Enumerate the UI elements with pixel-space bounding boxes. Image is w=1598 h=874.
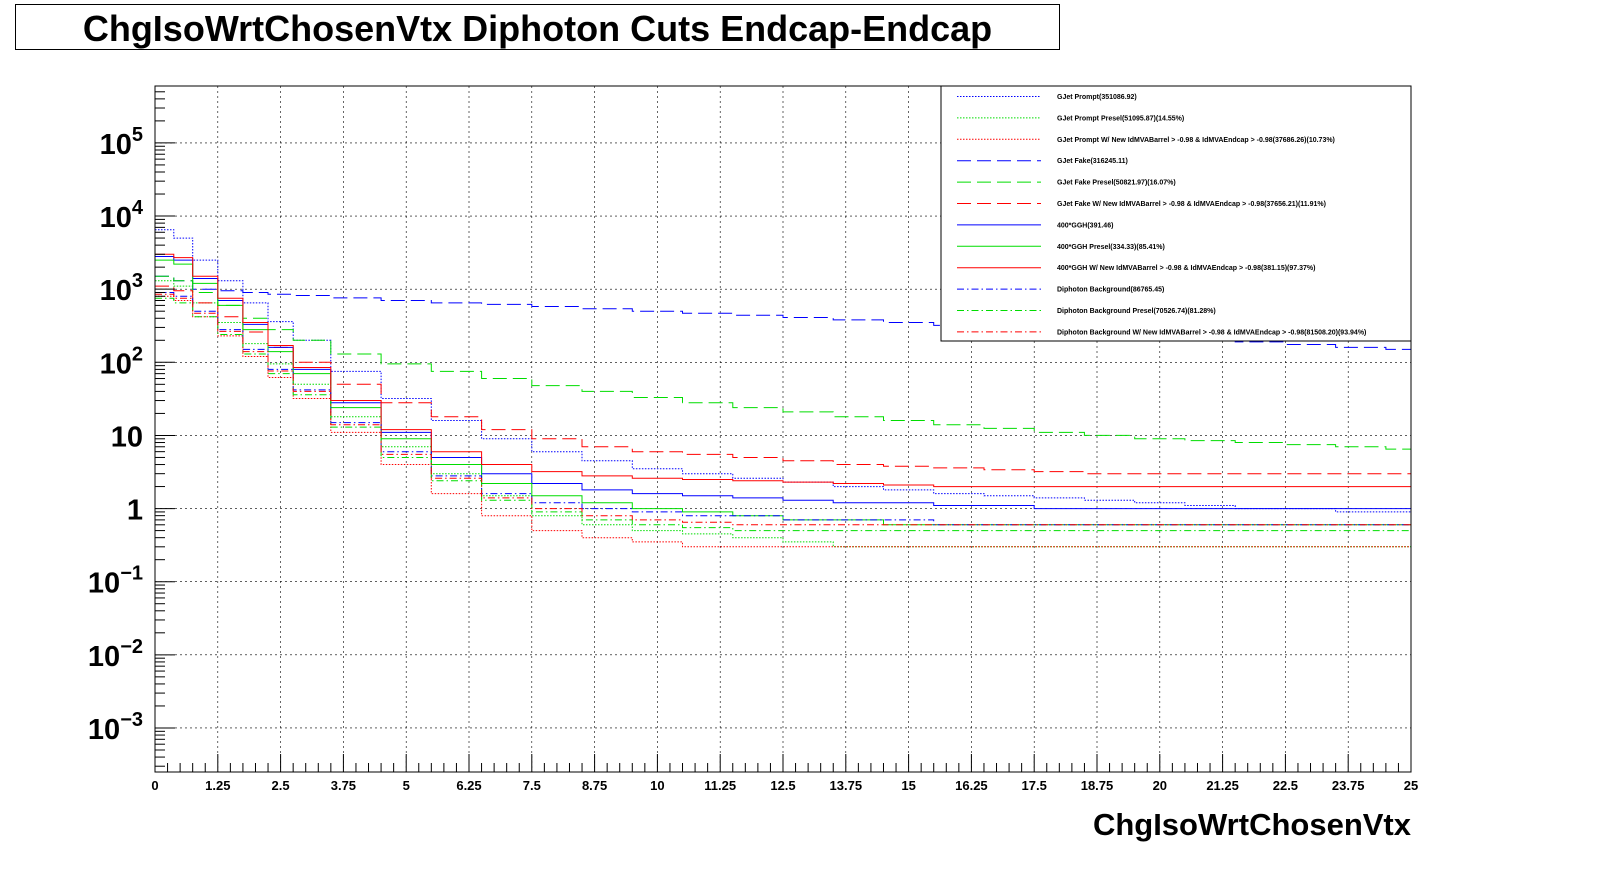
- legend-entry-label: Diphoton Background Presel(70526.74)(81.…: [1057, 308, 1216, 315]
- y-tick-label: 103: [100, 270, 143, 307]
- series-line: [155, 229, 1411, 513]
- x-tick-label: 13.75: [830, 778, 863, 793]
- legend-entry-label: Diphoton Background(86765.45): [1057, 287, 1164, 294]
- x-tick-label: 17.5: [1022, 778, 1047, 793]
- y-tick-label: 10: [111, 421, 143, 453]
- x-tick-label: 11.25: [704, 778, 736, 793]
- legend-box: [940, 85, 1412, 342]
- legend-entry-label: GJet Fake W/ New IdMVABarrel > -0.98 & I…: [1057, 201, 1326, 208]
- chart-title: ChgIsoWrtChosenVtx Diphoton Cuts Endcap-…: [82, 8, 993, 49]
- x-tick-label: 5: [403, 778, 410, 793]
- y-tick-label: 105: [100, 124, 143, 161]
- y-tick-label: 1: [127, 495, 143, 527]
- x-tick-label: 2.5: [272, 778, 290, 793]
- y-tick-label: 10−3: [88, 709, 143, 746]
- chart-title-box: ChgIsoWrtChosenVtx Diphoton Cuts Endcap-…: [15, 4, 1060, 50]
- series-line: [155, 285, 1411, 475]
- legend-entry-label: GJet Fake Presel(50821.97)(16.07%): [1057, 180, 1176, 187]
- axes-layer: 0 1.25 2.5 3.75 5 6.25 7.5 8.75 10 11.25 12.5 13.75…: [88, 85, 1418, 793]
- series-line: [155, 295, 1411, 548]
- legend-entry-label: 400*GGH W/ New IdMVABarrel > -0.98 & IdM…: [1057, 265, 1315, 272]
- x-tick-label: 10: [650, 778, 664, 793]
- y-tick-label: 102: [100, 343, 143, 380]
- x-tick-label: 23.75: [1332, 778, 1365, 793]
- y-tick-label: 104: [100, 197, 144, 234]
- series-line: [155, 253, 1411, 488]
- y-tick-label: 10−2: [88, 636, 143, 673]
- legend-entry-label: Diphoton Background W/ New IdMVABarrel >…: [1057, 329, 1366, 336]
- legend-entry-label: GJet Prompt(351086.92): [1057, 94, 1137, 101]
- x-tick-label: 1.25: [205, 778, 230, 793]
- x-tick-label: 16.25: [955, 778, 988, 793]
- x-tick-label: 0: [151, 778, 158, 793]
- x-tick-label: 20: [1153, 778, 1167, 793]
- legend-entry-label: 400*GGH Presel(334.33)(85.41%): [1057, 244, 1165, 251]
- legend: GJet Prompt(351086.92) GJet Prompt Presel…: [940, 85, 1412, 342]
- series-layer: [155, 229, 1411, 548]
- x-tick-label: 25: [1404, 778, 1418, 793]
- series-line: [155, 293, 1411, 526]
- x-axis-title: ChgIsoWrtChosenVtx: [1093, 807, 1412, 842]
- x-tick-label: 21.25: [1206, 778, 1239, 793]
- y-tick-label: 10−1: [88, 563, 143, 600]
- x-tick-label: 8.75: [582, 778, 607, 793]
- legend-entry-label: GJet Prompt W/ New IdMVABarrel > -0.98 &…: [1057, 137, 1335, 144]
- x-tick-label: 6.25: [456, 778, 481, 793]
- legend-entry-label: GJet Fake(316245.11): [1057, 158, 1128, 165]
- x-tick-label: 15: [901, 778, 915, 793]
- x-tick-label: 7.5: [523, 778, 541, 793]
- x-tick-label: 3.75: [331, 778, 356, 793]
- x-tick-label: 12.5: [770, 778, 795, 793]
- legend-entry-label: GJet Prompt Presel(51095.87)(14.55%): [1057, 115, 1184, 122]
- x-tick-label: 18.75: [1081, 778, 1114, 793]
- legend-entry-label: 400*GGH(391.46): [1057, 222, 1113, 229]
- x-tick-label: 22.5: [1273, 778, 1298, 793]
